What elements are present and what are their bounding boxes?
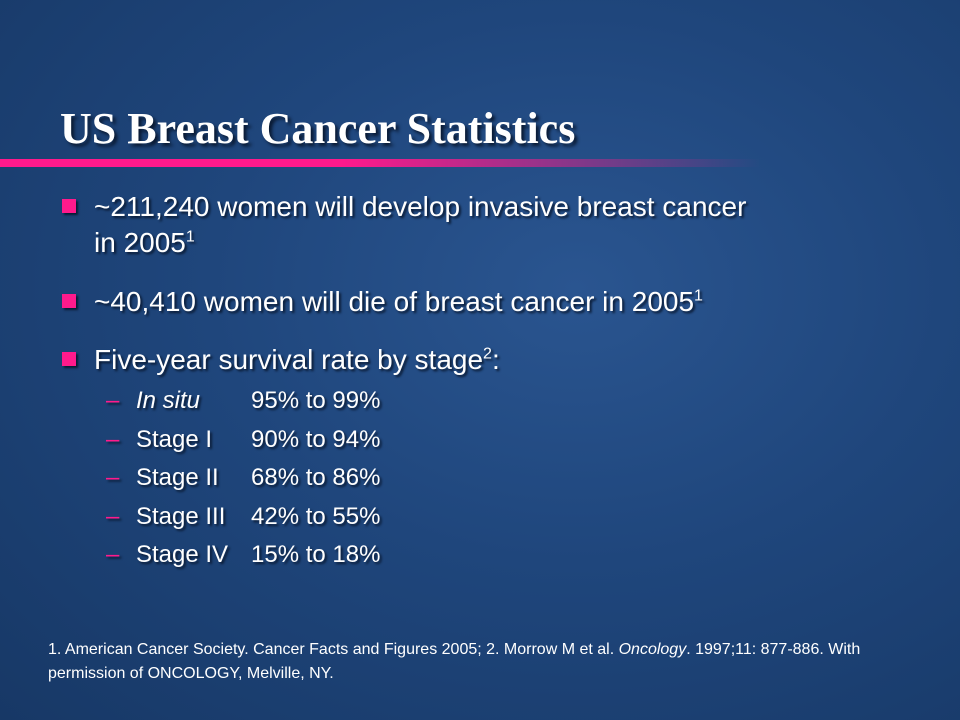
stage-range: 42% to 55% (251, 503, 381, 530)
stage-range: 15% to 18% (251, 541, 381, 568)
bullet-square-icon (62, 294, 76, 308)
stage-range: 68% to 86% (251, 464, 381, 491)
stage-label: Stage I (136, 426, 213, 453)
bullet-text-line1: ~211,240 women will develop invasive bre… (94, 191, 747, 222)
stage-range: 95% to 99% (251, 387, 381, 414)
bullet-square-icon (62, 199, 76, 213)
bullet-text: ~40,410 women will die of breast cancer … (94, 286, 703, 317)
references-footnote: 1. American Cancer Society. Cancer Facts… (48, 641, 861, 682)
dash-icon: – (106, 503, 120, 530)
stage-label: Stage II (136, 464, 219, 491)
stage-label: Stage IV (136, 541, 229, 568)
stage-label: In situ (136, 387, 201, 414)
title-underline (0, 159, 760, 167)
stage-range: 90% to 94% (251, 426, 381, 453)
bullet-square-icon (62, 352, 76, 366)
slide-title: US Breast Cancer Statistics (60, 104, 576, 153)
dash-icon: – (106, 387, 120, 414)
journal-name: Oncology (618, 641, 687, 658)
dash-icon: – (106, 426, 120, 453)
stage-label: Stage III (136, 503, 226, 530)
bullet-text: Five-year survival rate by stage2: (94, 344, 500, 375)
dash-icon: – (106, 464, 120, 491)
dash-icon: – (106, 541, 120, 568)
bullet-text-line2: in 20051 (94, 227, 195, 258)
